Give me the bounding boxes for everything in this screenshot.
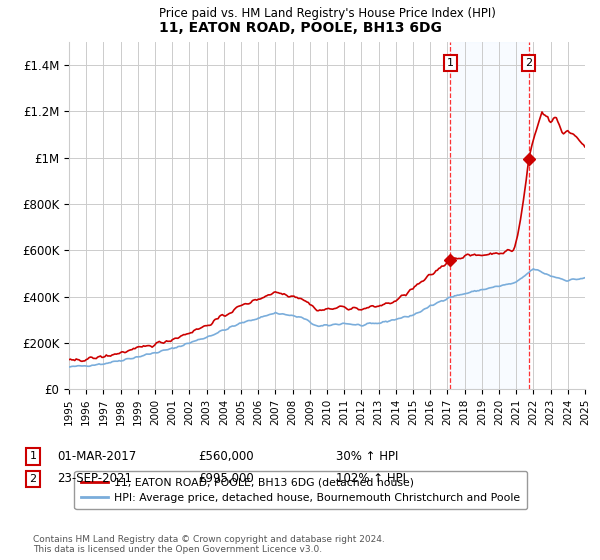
Legend: 11, EATON ROAD, POOLE, BH13 6DG (detached house), HPI: Average price, detached h: 11, EATON ROAD, POOLE, BH13 6DG (detache… (74, 471, 527, 510)
Title: Price paid vs. HM Land Registry's House Price Index (HPI): Price paid vs. HM Land Registry's House … (158, 7, 496, 20)
Text: 102% ↑ HPI: 102% ↑ HPI (336, 472, 406, 486)
Text: £995,000: £995,000 (198, 472, 254, 486)
Text: 01-MAR-2017: 01-MAR-2017 (57, 450, 136, 463)
Text: 1: 1 (29, 451, 37, 461)
Text: Contains HM Land Registry data © Crown copyright and database right 2024.
This d: Contains HM Land Registry data © Crown c… (33, 535, 385, 554)
Text: £560,000: £560,000 (198, 450, 254, 463)
Text: 23-SEP-2021: 23-SEP-2021 (57, 472, 132, 486)
Text: 30% ↑ HPI: 30% ↑ HPI (336, 450, 398, 463)
Bar (451, 42, 529, 389)
Text: 2: 2 (29, 474, 37, 484)
Text: 1: 1 (447, 58, 454, 68)
Text: 11, EATON ROAD, POOLE, BH13 6DG: 11, EATON ROAD, POOLE, BH13 6DG (158, 21, 442, 35)
Text: 2: 2 (525, 58, 532, 68)
